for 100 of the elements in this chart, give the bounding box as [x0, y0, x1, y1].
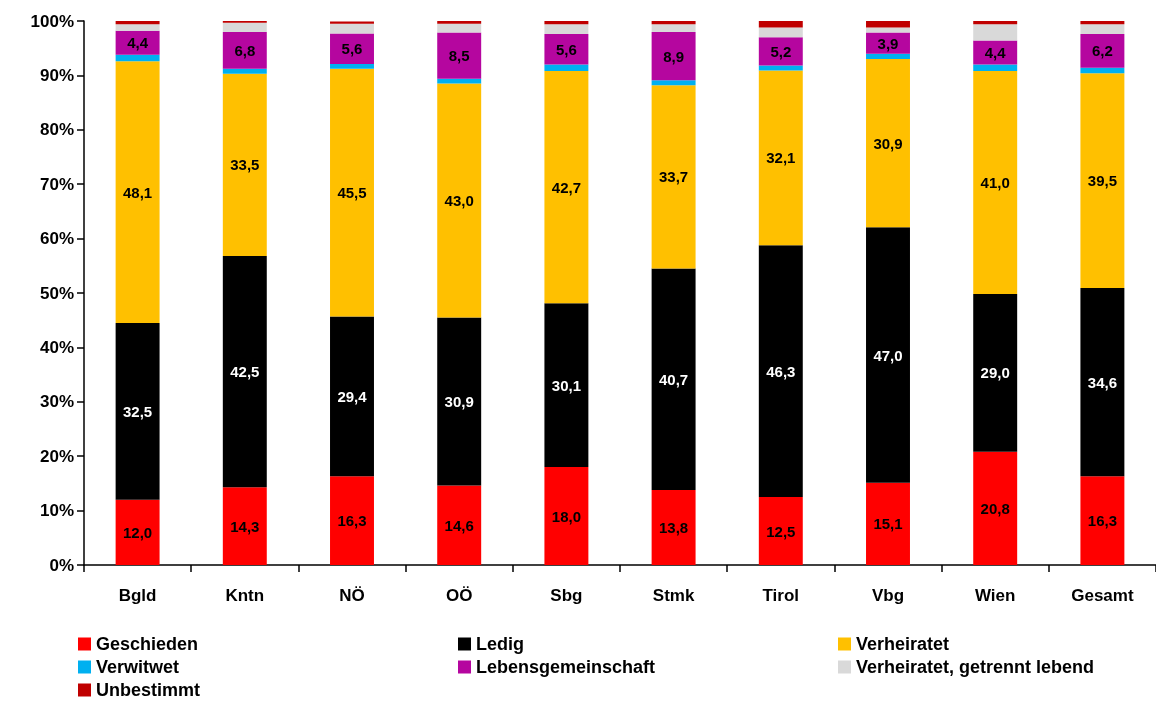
bar	[1080, 34, 1125, 68]
bar	[544, 34, 589, 65]
data-label: 16,3	[1087, 512, 1117, 530]
data-label: 12,5	[766, 522, 796, 540]
data-label: 39,5	[1087, 172, 1117, 190]
bar	[437, 83, 482, 318]
data-label: 18,0	[551, 507, 581, 525]
bar	[973, 24, 1018, 41]
x-tick-label: Vbg	[871, 586, 905, 605]
data-label: 45,5	[337, 184, 367, 202]
data-label: 30,9	[444, 393, 474, 411]
bar	[437, 32, 482, 79]
data-label: 16,3	[337, 512, 367, 530]
bar	[651, 268, 696, 490]
bar	[222, 68, 267, 74]
bar	[651, 489, 696, 565]
bar	[651, 24, 696, 32]
data-label: 42,5	[230, 363, 260, 381]
data-label: 6,2	[1091, 42, 1113, 60]
bar	[758, 37, 803, 66]
data-label: 48,1	[123, 183, 153, 201]
legend-label: Geschieden	[96, 634, 199, 654]
bar	[437, 317, 482, 486]
bar	[544, 303, 589, 468]
x-tick-label: Stmk	[652, 586, 695, 605]
legend-label: Ledig	[476, 634, 524, 654]
x-tick-label: OÖ	[445, 586, 473, 605]
bar	[866, 227, 910, 483]
bar	[115, 61, 160, 323]
data-label: 12,0	[123, 523, 153, 541]
y-tick-label: 30%	[39, 392, 74, 412]
legend-label: Verwitwet	[96, 657, 180, 677]
bar	[973, 71, 1018, 295]
data-label: 33,5	[230, 156, 260, 174]
bar	[866, 53, 910, 60]
bar	[115, 21, 160, 25]
bar	[544, 71, 589, 304]
data-label: 42,7	[551, 178, 581, 196]
bar	[651, 80, 696, 86]
bar	[222, 256, 267, 488]
data-label: 15,1	[873, 515, 903, 533]
data-label: 33,7	[659, 168, 689, 186]
x-tick-label: Wien	[974, 586, 1016, 605]
bar	[330, 63, 374, 69]
bar	[973, 64, 1018, 72]
x-tick-label: Bgld	[118, 586, 157, 605]
bar	[115, 499, 160, 565]
bar	[544, 64, 589, 72]
bar	[544, 24, 589, 35]
legend-label: Unbestimmt	[96, 680, 201, 700]
data-label: 6,8	[234, 41, 256, 59]
x-tick-label: Sbg	[550, 586, 583, 605]
bar	[758, 27, 803, 38]
bar	[437, 485, 482, 565]
data-label: 43,0	[444, 192, 474, 210]
x-tick-label: Gesamt	[1071, 586, 1134, 605]
y-tick-label: 10%	[39, 501, 74, 521]
bar	[330, 21, 374, 24]
bar	[437, 23, 482, 33]
data-label: 4,4	[984, 44, 1007, 62]
bar	[973, 21, 1018, 25]
data-label: 32,1	[766, 149, 796, 167]
bar	[222, 22, 267, 32]
data-label: 34,6	[1087, 373, 1117, 391]
data-label: 46,3	[766, 362, 796, 380]
legend-label: Lebensgemeinschaft	[476, 657, 656, 677]
bar	[1080, 288, 1125, 477]
data-label: 4,4	[127, 34, 149, 52]
data-label: 32,5	[123, 402, 153, 420]
x-tick-label: Tirol	[762, 586, 800, 605]
bar	[866, 59, 910, 228]
y-tick-label: 80%	[39, 120, 74, 140]
bar	[115, 24, 160, 31]
x-tick-label: Kntn	[225, 586, 265, 605]
data-label: 14,6	[444, 516, 474, 534]
bar	[544, 467, 589, 565]
bar	[1080, 24, 1125, 35]
bar	[651, 31, 696, 81]
y-tick-label: 40%	[39, 337, 74, 357]
legend-label: Verheiratet	[856, 634, 950, 654]
bar	[758, 65, 803, 71]
bar	[1080, 73, 1125, 289]
data-label: 13,8	[659, 518, 689, 536]
data-label: 29,0	[980, 364, 1010, 382]
bar	[330, 476, 374, 565]
bar	[651, 85, 696, 269]
bar	[222, 31, 267, 69]
bar	[866, 21, 910, 28]
data-label: 29,4	[337, 387, 368, 405]
data-label: 40,7	[659, 370, 689, 388]
y-tick-label: 70%	[39, 174, 74, 194]
bar	[330, 23, 374, 34]
data-label: 3,9	[877, 34, 899, 52]
bar	[758, 70, 803, 246]
bar	[973, 294, 1018, 452]
data-label: 20,8	[980, 499, 1010, 517]
data-label: 41,0	[980, 174, 1010, 192]
data-label: 30,9	[873, 134, 903, 152]
data-label: 5,6	[555, 40, 577, 58]
bar	[758, 245, 803, 497]
